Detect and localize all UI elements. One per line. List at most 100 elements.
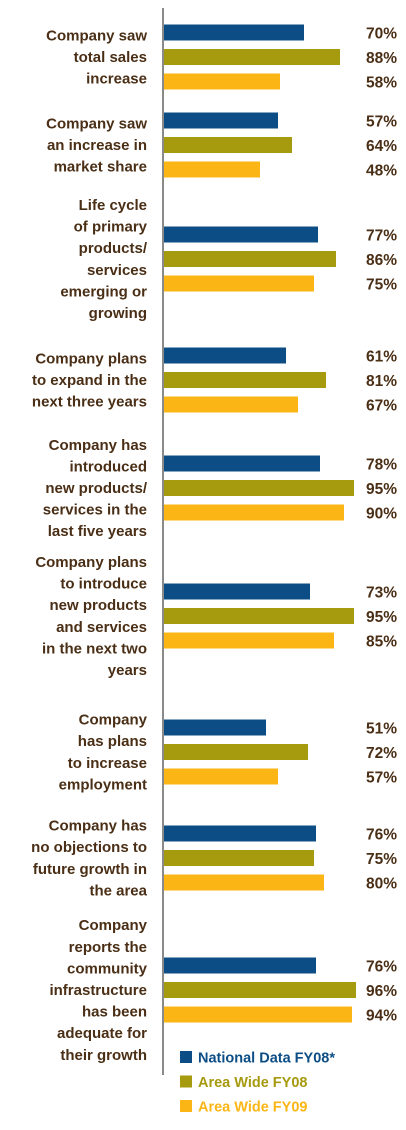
category-label: new products <box>49 597 147 614</box>
data-label: 76% <box>366 827 397 844</box>
bar-area-fy08 <box>164 982 356 998</box>
data-label: 64% <box>366 138 397 155</box>
bar-national-fy08 <box>164 825 316 842</box>
category-label: Company has <box>49 818 147 835</box>
category-label: market share <box>54 159 147 176</box>
data-label: 67% <box>366 398 397 415</box>
category-label: of primary <box>74 219 148 236</box>
bar-area-fy09 <box>164 275 314 292</box>
category-label: products/ <box>79 240 148 257</box>
bar-area-fy08 <box>164 251 336 267</box>
legend-swatch <box>180 1051 192 1063</box>
bar-area-fy09 <box>164 396 298 413</box>
data-label: 77% <box>366 228 397 245</box>
data-label: 51% <box>366 721 397 738</box>
data-label: 86% <box>366 252 397 269</box>
category-label: has been <box>82 1004 147 1021</box>
bar-area-fy08 <box>164 49 340 65</box>
data-label: 61% <box>366 349 397 366</box>
bar-area-fy09 <box>164 1006 352 1023</box>
category-label: Company saw <box>46 27 147 44</box>
category-label: future growth in <box>33 861 147 878</box>
bar-national-fy08 <box>164 455 320 472</box>
category-label: next three years <box>32 394 147 411</box>
bar-area-fy08 <box>164 480 354 496</box>
legend-label: Area Wide FY09 <box>198 1100 307 1116</box>
category-label: to expand in the <box>32 372 147 389</box>
category-label: years <box>108 662 147 679</box>
category-label: services in the <box>43 502 147 519</box>
data-label: 94% <box>366 1008 397 1025</box>
category-label: Company <box>79 712 148 729</box>
data-label: 70% <box>366 26 397 43</box>
data-label: 81% <box>366 373 397 390</box>
category-label: introduced <box>70 458 148 475</box>
category-label: infrastructure <box>49 982 147 999</box>
bar-national-fy08 <box>164 347 286 364</box>
bar-area-fy08 <box>164 850 314 866</box>
category-label: employment <box>59 776 147 793</box>
bar-national-fy08 <box>164 226 318 243</box>
bar-national-fy08 <box>164 24 304 41</box>
category-label: has plans <box>78 733 147 750</box>
bar-national-fy08 <box>164 583 310 600</box>
bar-area-fy09 <box>164 768 278 785</box>
data-label: 57% <box>366 770 397 787</box>
bar-area-fy08 <box>164 744 308 760</box>
category-label: new products/ <box>45 480 148 497</box>
legend-label: Area Wide FY08 <box>198 1075 307 1091</box>
bar-area-fy09 <box>164 632 334 649</box>
category-label: increase <box>86 71 147 88</box>
category-label: Life cycle <box>79 197 147 214</box>
category-label: Company plans <box>35 554 147 571</box>
category-label: an increase in <box>47 137 147 154</box>
data-label: 95% <box>366 609 397 626</box>
legend-swatch <box>180 1100 192 1112</box>
bar-area-fy09 <box>164 73 280 90</box>
bar-area-fy09 <box>164 874 324 891</box>
bar-national-fy08 <box>164 957 316 974</box>
category-label: in the next two <box>42 640 147 657</box>
data-label: 88% <box>366 50 397 67</box>
category-label: Company saw <box>46 115 147 132</box>
data-label: 57% <box>366 114 397 131</box>
data-label: 78% <box>366 457 397 474</box>
category-label: adequate for <box>57 1025 147 1042</box>
category-label: and services <box>56 619 147 636</box>
category-label: emerging or <box>60 283 147 300</box>
bar-national-fy08 <box>164 112 278 129</box>
data-label: 90% <box>366 506 397 523</box>
category-label: no objections to <box>31 839 147 856</box>
category-label: their growth <box>60 1047 147 1064</box>
category-label: community <box>67 960 148 977</box>
category-label: Company plans <box>35 350 147 367</box>
data-label: 72% <box>366 745 397 762</box>
category-label: growing <box>89 305 147 322</box>
data-label: 80% <box>366 876 397 893</box>
bar-national-fy08 <box>164 719 266 736</box>
bar-area-fy09 <box>164 504 344 521</box>
data-label: 73% <box>366 585 397 602</box>
data-label: 96% <box>366 983 397 1000</box>
data-label: 95% <box>366 481 397 498</box>
category-label: last five years <box>48 523 147 540</box>
bar-area-fy08 <box>164 137 292 153</box>
category-label: the area <box>89 882 147 899</box>
bar-area-fy08 <box>164 372 326 388</box>
data-label: 58% <box>366 75 397 92</box>
bar-area-fy09 <box>164 161 260 178</box>
legend-swatch <box>180 1075 192 1088</box>
category-label: reports the <box>69 939 147 956</box>
data-label: 75% <box>366 277 397 294</box>
bar-area-fy08 <box>164 608 354 624</box>
category-label: Company has <box>49 437 147 454</box>
category-label: to increase <box>68 755 147 772</box>
category-label: Company <box>79 917 148 934</box>
data-label: 75% <box>366 851 397 868</box>
legend-label: National Data FY08* <box>198 1051 335 1067</box>
category-label: total sales <box>74 49 147 66</box>
data-label: 85% <box>366 634 397 651</box>
data-label: 48% <box>366 163 397 180</box>
data-label: 76% <box>366 959 397 976</box>
